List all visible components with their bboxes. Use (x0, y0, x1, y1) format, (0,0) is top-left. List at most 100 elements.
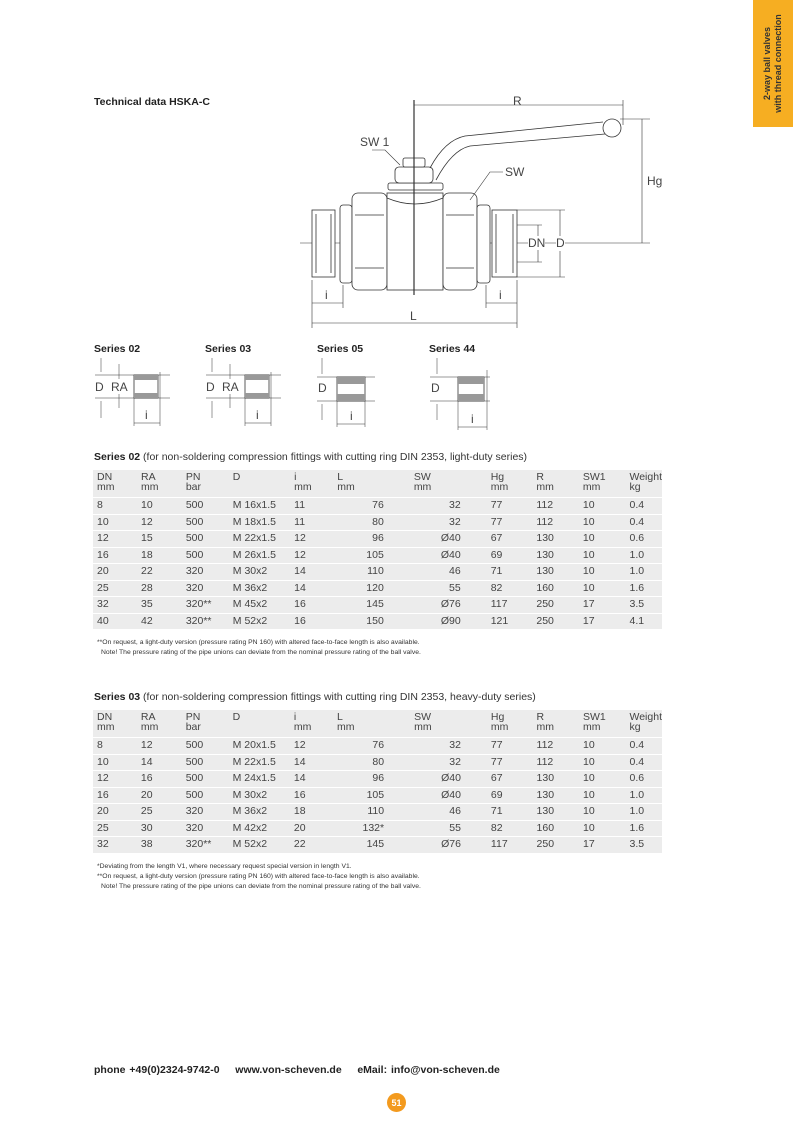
table-row: 32 35 320** M 45x2 16 145 Ø76 117 250 17 3.5 (93, 596, 662, 614)
table-cell: 46 (414, 803, 491, 821)
handle-ball (602, 118, 622, 138)
table-cell: 10 (582, 547, 630, 564)
series-44-i: i (471, 412, 474, 426)
table-cell: 82 (490, 820, 537, 837)
table-cell: 10 (93, 754, 141, 771)
column-header-name: Hg (490, 471, 505, 483)
page-number: 51 (387, 1093, 406, 1112)
page-heading: Technical data HSKA-C (94, 96, 210, 108)
series-02-heading-bold: Series 02 (94, 451, 141, 463)
table-cell: Ø40 (414, 787, 491, 804)
table-cell: 145 (336, 836, 415, 854)
handle (429, 121, 604, 169)
table-cell: 20 (93, 563, 141, 581)
table-cell: 32 (93, 596, 141, 614)
table-cell: 500 (185, 497, 233, 515)
table-cell: 32 (93, 836, 141, 854)
table-cell: M 52x2 (232, 613, 295, 630)
table-cell: 14 (293, 754, 337, 771)
table-cell: 12 (140, 737, 186, 755)
table-cell: 25 (140, 803, 186, 821)
table-cell: M 22x1.5 (232, 530, 295, 548)
table-cell: 16 (293, 787, 337, 804)
table-cell: 16 (93, 547, 141, 564)
table-cell: 11 (294, 514, 338, 531)
column-header: PN bar (185, 710, 233, 738)
column-header-name: PN (185, 471, 201, 483)
column-header-unit: mm (490, 721, 509, 733)
table-cell: Ø40 (414, 770, 491, 788)
column-header-unit: mm (337, 481, 355, 493)
table-cell: M 18x1.5 (232, 514, 295, 531)
table-cell: M 36x2 (232, 803, 294, 821)
table-cell: 3.5 (629, 836, 662, 854)
label-L: L (410, 309, 417, 323)
label-SW1: SW 1 (360, 135, 390, 149)
table-cell: 10 (582, 580, 630, 597)
table-cell: 32 (413, 497, 491, 515)
table-cell: 71 (490, 803, 537, 821)
column-header-unit: kg (629, 721, 641, 733)
column-header-name: Weight (629, 711, 663, 723)
column-header-name: L (337, 471, 344, 483)
series-44-D: D (431, 381, 440, 395)
column-header-name: i (294, 471, 297, 483)
column-header-name: D (232, 711, 241, 723)
table-row: 8 12 500 M 20x1.5 12 76 32 77 112 10 0.4 (93, 737, 662, 755)
table-cell: 55 (413, 580, 491, 597)
table-cell: 10 (140, 497, 186, 515)
table-cell: 130 (536, 787, 583, 804)
column-header-name: SW (414, 711, 432, 723)
footer-email-link[interactable]: eMail: info@von-scheven.de (357, 1064, 500, 1076)
table-cell: 320** (185, 613, 233, 630)
table-cell: 10 (582, 737, 630, 755)
table-cell: 121 (490, 613, 537, 630)
column-header: i mm (293, 710, 337, 738)
table-cell: 0.6 (629, 770, 662, 788)
table-cell: 500 (185, 530, 233, 548)
table-cell: 130 (536, 770, 583, 788)
table-cell: 77 (490, 497, 537, 515)
footer-contact: phone +49(0)2324-9742-0 www.von-scheven.… (94, 1064, 500, 1076)
table-row: 12 15 500 M 22x1.5 12 96 Ø40 67 130 10 0.6 (93, 530, 662, 548)
table-cell: 117 (490, 836, 537, 854)
table-cell: 10 (582, 514, 630, 531)
column-header-name: D (232, 471, 241, 483)
table-cell: 77 (490, 514, 537, 531)
column-header-unit: mm (294, 481, 312, 493)
table-cell: 76 (337, 497, 414, 515)
column-header-name: Hg (490, 711, 505, 723)
label-i-left: i (325, 288, 328, 302)
table-cell: 1.6 (629, 820, 662, 837)
table-cell: 0.4 (629, 754, 662, 771)
footer-web-link[interactable]: www.von-scheven.de (235, 1064, 342, 1076)
column-header-unit: mm (414, 721, 432, 733)
note: Note! The pressure rating of the pipe un… (101, 883, 421, 890)
series-05-i: i (350, 409, 353, 423)
note: **On request, a light-duty version (pres… (97, 873, 420, 880)
column-header-unit: mm (293, 721, 312, 733)
table-cell: 22 (293, 836, 337, 854)
table-cell: 130 (536, 530, 583, 548)
table-cell: 12 (140, 514, 186, 531)
column-header: Weight kg (629, 710, 663, 738)
table-row: 10 14 500 M 22x1.5 14 80 32 77 112 10 0.4 (93, 754, 662, 771)
table-cell: M 24x1.5 (232, 770, 294, 788)
table-cell: 10 (582, 754, 630, 771)
side-tab: 2-way ball valves with thread connection (753, 0, 793, 127)
series-03-drawing (206, 358, 281, 426)
table-cell: 1.0 (629, 547, 662, 564)
series-05-drawing (317, 358, 375, 427)
table-cell: 8 (93, 737, 141, 755)
series-02-drawing (95, 358, 170, 426)
table-cell: 76 (336, 737, 415, 755)
table-cell: 145 (337, 596, 414, 614)
column-header-unit: bar (185, 721, 201, 733)
table-cell: 80 (336, 754, 415, 771)
column-header-name: L (336, 711, 343, 723)
left-fitting (311, 209, 336, 278)
column-header: DN mm (93, 710, 141, 738)
